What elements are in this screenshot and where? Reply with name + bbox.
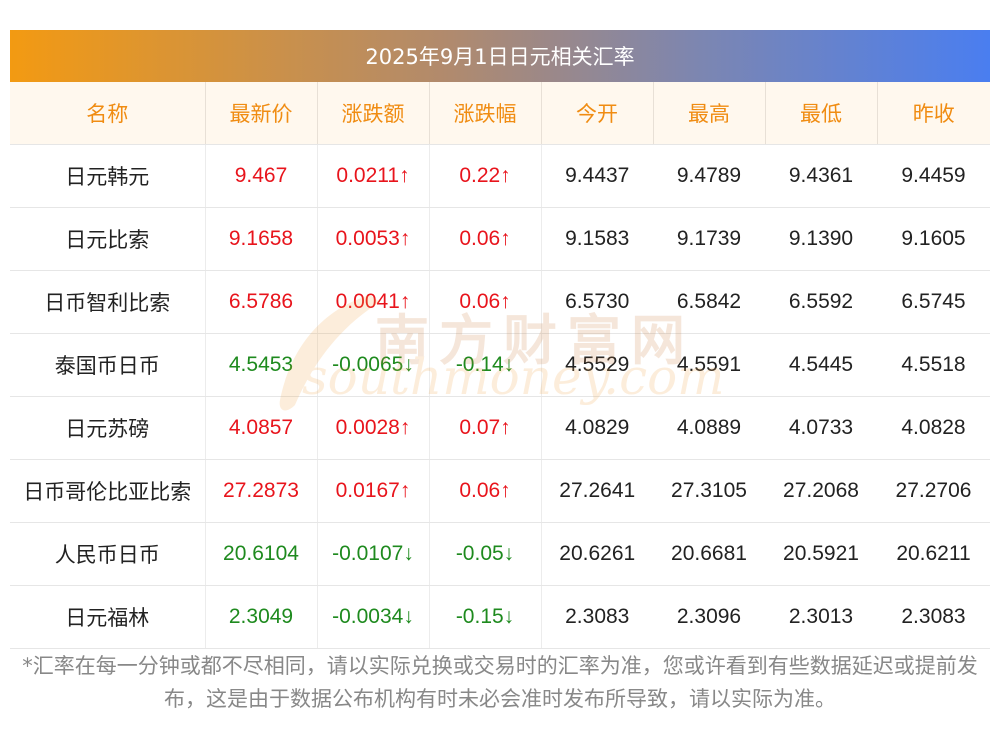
- table-row: 泰国币日币 4.5453 -0.0065↓ -0.14↓ 4.5529 4.5591 4.5…: [10, 333, 990, 397]
- high-price: 2.3096: [653, 585, 765, 649]
- table-row: 日元苏磅 4.0857 0.0028↑ 0.07↑ 4.0829 4.0889 4.0733…: [10, 396, 990, 460]
- table-header-row: 名称 最新价 涨跌额 涨跌幅 今开 最高 最低 昨收: [10, 82, 990, 145]
- open-price: 20.6261: [541, 522, 653, 586]
- table-row: 日币哥伦比亚比索 27.2873 0.0167↑ 0.06↑ 27.2641 27.310…: [10, 459, 990, 523]
- low-price: 2.3013: [765, 585, 877, 649]
- latest-price: 27.2873: [205, 459, 318, 523]
- low-price: 20.5921: [765, 522, 877, 586]
- high-price: 9.1739: [653, 207, 765, 271]
- pair-name: 日元苏磅: [10, 396, 206, 460]
- high-price: 4.5591: [653, 333, 765, 397]
- prev-close: 4.5518: [877, 333, 990, 397]
- column-header-open: 今开: [541, 82, 654, 145]
- high-price: 27.3105: [653, 459, 765, 523]
- latest-price: 9.1658: [205, 207, 318, 271]
- column-header-low: 最低: [765, 82, 878, 145]
- column-header-name: 名称: [10, 82, 206, 145]
- pair-name: 日元福林: [10, 585, 206, 649]
- high-price: 9.4789: [653, 144, 765, 208]
- pair-name: 日币哥伦比亚比索: [10, 459, 206, 523]
- open-price: 4.0829: [541, 396, 653, 460]
- change-percent: -0.14↓: [429, 333, 542, 397]
- prev-close: 9.1605: [877, 207, 990, 271]
- change-amount: 0.0211↑: [317, 144, 430, 208]
- latest-price: 20.6104: [205, 522, 318, 586]
- change-amount: -0.0034↓: [317, 585, 430, 649]
- prev-close: 27.2706: [877, 459, 990, 523]
- prev-close: 2.3083: [877, 585, 990, 649]
- change-amount: -0.0065↓: [317, 333, 430, 397]
- table-row: 日元福林 2.3049 -0.0034↓ -0.15↓ 2.3083 2.3096 2.30…: [10, 585, 990, 649]
- column-header-change: 涨跌额: [317, 82, 430, 145]
- high-price: 6.5842: [653, 270, 765, 334]
- low-price: 4.0733: [765, 396, 877, 460]
- prev-close: 20.6211: [877, 522, 990, 586]
- open-price: 4.5529: [541, 333, 653, 397]
- pair-name: 日元韩元: [10, 144, 206, 208]
- change-percent: 0.07↑: [429, 396, 542, 460]
- table-row: 日币智利比索 6.5786 0.0041↑ 0.06↑ 6.5730 6.5842 6.55…: [10, 270, 990, 334]
- open-price: 6.5730: [541, 270, 653, 334]
- table-row: 日元韩元 9.467 0.0211↑ 0.22↑ 9.4437 9.4789 9.4361 9…: [10, 144, 990, 208]
- low-price: 4.5445: [765, 333, 877, 397]
- change-amount: 0.0028↑: [317, 396, 430, 460]
- low-price: 9.4361: [765, 144, 877, 208]
- table-row: 日元比索 9.1658 0.0053↑ 0.06↑ 9.1583 9.1739 9.1390…: [10, 207, 990, 271]
- change-amount: 0.0053↑: [317, 207, 430, 271]
- latest-price: 4.0857: [205, 396, 318, 460]
- open-price: 9.4437: [541, 144, 653, 208]
- table-row: 人民币日币 20.6104 -0.0107↓ -0.05↓ 20.6261 20.6681…: [10, 522, 990, 586]
- change-percent: 0.22↑: [429, 144, 542, 208]
- prev-close: 4.0828: [877, 396, 990, 460]
- pair-name: 人民币日币: [10, 522, 206, 586]
- change-percent: 0.06↑: [429, 207, 542, 271]
- change-amount: -0.0107↓: [317, 522, 430, 586]
- footnote: *汇率在每一分钟或都不尽相同，请以实际兑换或交易时的汇率为准，您或许看到有些数据…: [22, 654, 978, 711]
- low-price: 6.5592: [765, 270, 877, 334]
- prev-close: 6.5745: [877, 270, 990, 334]
- open-price: 27.2641: [541, 459, 653, 523]
- prev-close: 9.4459: [877, 144, 990, 208]
- change-percent: 0.06↑: [429, 459, 542, 523]
- low-price: 9.1390: [765, 207, 877, 271]
- change-amount: 0.0041↑: [317, 270, 430, 334]
- table-title: 2025年9月1日日元相关汇率: [10, 30, 990, 82]
- pair-name: 日元比索: [10, 207, 206, 271]
- low-price: 27.2068: [765, 459, 877, 523]
- change-percent: -0.15↓: [429, 585, 542, 649]
- latest-price: 2.3049: [205, 585, 318, 649]
- change-percent: -0.05↓: [429, 522, 542, 586]
- open-price: 9.1583: [541, 207, 653, 271]
- high-price: 20.6681: [653, 522, 765, 586]
- latest-price: 4.5453: [205, 333, 318, 397]
- pair-name: 泰国币日币: [10, 333, 206, 397]
- exchange-rate-table: 名称 最新价 涨跌额 涨跌幅 今开 最高 最低 昨收 日元韩元 9.467 0.02…: [10, 82, 990, 649]
- column-header-change-pct: 涨跌幅: [429, 82, 542, 145]
- column-header-latest: 最新价: [205, 82, 318, 145]
- change-percent: 0.06↑: [429, 270, 542, 334]
- latest-price: 6.5786: [205, 270, 318, 334]
- column-header-prev-close: 昨收: [877, 82, 990, 145]
- high-price: 4.0889: [653, 396, 765, 460]
- latest-price: 9.467: [205, 144, 318, 208]
- open-price: 2.3083: [541, 585, 653, 649]
- column-header-high: 最高: [653, 82, 766, 145]
- pair-name: 日币智利比索: [10, 270, 206, 334]
- change-amount: 0.0167↑: [317, 459, 430, 523]
